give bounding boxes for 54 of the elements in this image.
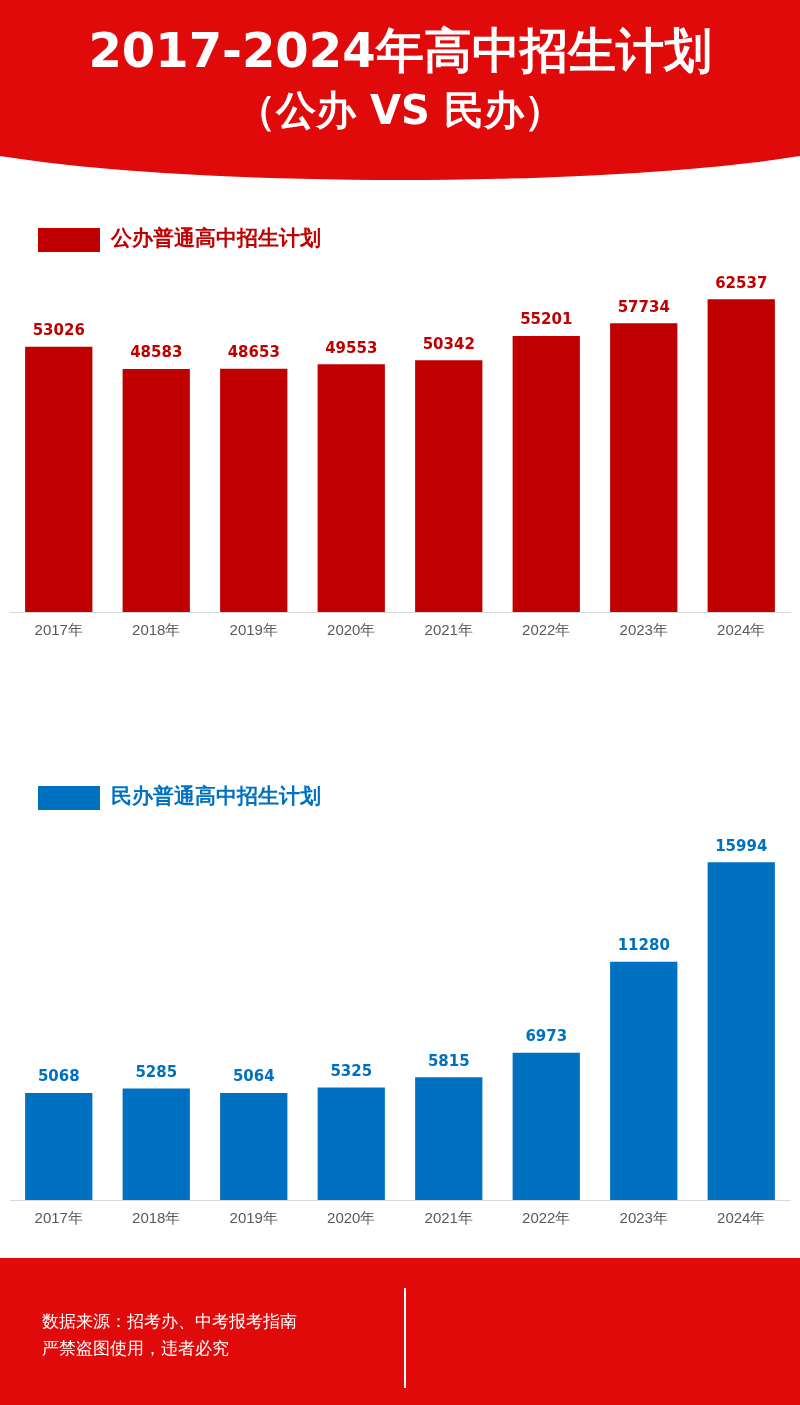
data-label: 49553 xyxy=(325,338,378,357)
data-label: 50342 xyxy=(422,334,475,353)
x-tick-label: 2023年 xyxy=(619,621,668,639)
chart-title: 2017-2024年高中招生计划 xyxy=(87,22,713,78)
x-tick-label: 2022年 xyxy=(522,621,571,639)
bar xyxy=(220,1093,288,1200)
x-tick-label: 2017年 xyxy=(34,1209,83,1227)
bar xyxy=(707,862,775,1200)
data-label: 5815 xyxy=(427,1051,470,1070)
bar xyxy=(25,1093,93,1200)
bar xyxy=(512,1052,580,1200)
data-label: 55201 xyxy=(520,310,573,329)
data-label: 48653 xyxy=(227,343,280,362)
bar xyxy=(220,368,288,612)
data-label: 15994 xyxy=(715,836,768,855)
data-label: 5068 xyxy=(37,1067,80,1086)
x-tick-label: 2019年 xyxy=(229,621,278,639)
data-label: 5325 xyxy=(330,1061,373,1080)
bar xyxy=(512,336,580,612)
data-label: 57734 xyxy=(617,297,670,316)
bar xyxy=(610,961,678,1200)
data-label: 5285 xyxy=(135,1062,178,1081)
x-tick-label: 2023年 xyxy=(619,1209,668,1227)
bar xyxy=(122,1088,190,1200)
x-tick-label: 2018年 xyxy=(132,1209,181,1227)
data-label: 6973 xyxy=(525,1027,568,1046)
x-tick-label: 2021年 xyxy=(424,1209,473,1227)
x-tick-label: 2021年 xyxy=(424,621,473,639)
data-label: 53026 xyxy=(32,321,85,340)
bar xyxy=(122,369,190,612)
bar xyxy=(317,1087,385,1200)
legend-label: 公办普通高中招生计划 xyxy=(109,226,321,251)
x-tick-label: 2022年 xyxy=(522,1209,571,1227)
bar xyxy=(610,323,678,612)
bar xyxy=(25,346,93,612)
data-label: 62537 xyxy=(715,273,768,292)
x-tick-label: 2019年 xyxy=(229,1209,278,1227)
x-tick-label: 2017年 xyxy=(34,621,83,639)
text: 严禁盗图使用，违者必究 xyxy=(42,1337,230,1360)
x-tick-label: 2024年 xyxy=(717,1209,766,1227)
legend-label: 民办普通高中招生计划 xyxy=(110,784,321,809)
x-tick-label: 2024年 xyxy=(717,621,766,639)
bar xyxy=(707,299,775,612)
x-tick-label: 2020年 xyxy=(327,621,376,639)
source-note: 数据来源：招考办、中考报考指南 xyxy=(42,1310,297,1333)
data-label: 11280 xyxy=(617,936,670,955)
bar xyxy=(317,364,385,612)
data-label: 5064 xyxy=(232,1067,275,1086)
bar xyxy=(415,360,483,612)
x-tick-label: 2018年 xyxy=(132,621,181,639)
data-label: 48583 xyxy=(130,343,183,362)
x-tick-label: 2020年 xyxy=(327,1209,376,1227)
bar xyxy=(415,1077,483,1200)
chart-subtitle: （公办 VS 民办） xyxy=(235,86,565,134)
